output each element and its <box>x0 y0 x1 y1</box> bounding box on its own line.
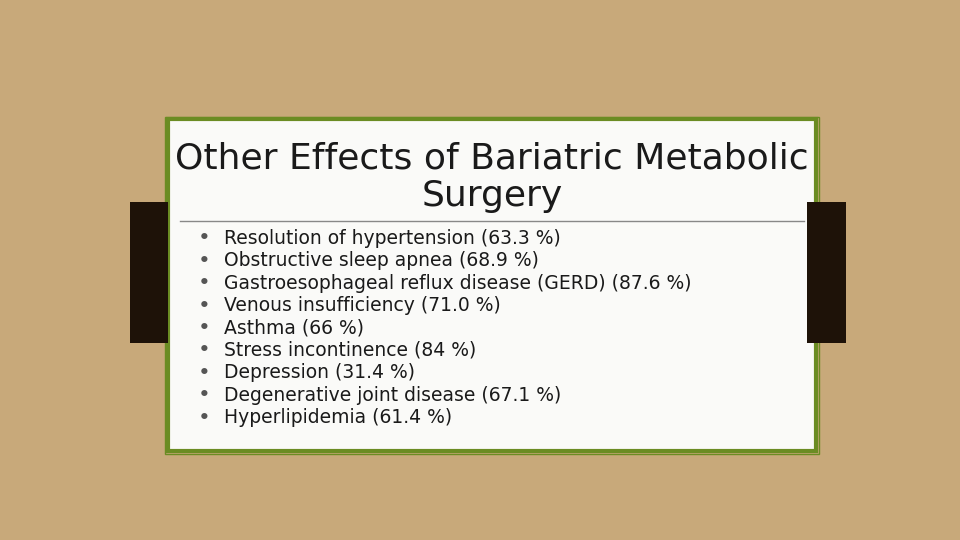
Text: •: • <box>198 363 210 383</box>
Bar <box>130 202 168 343</box>
Text: Resolution of hypertension (63.3 %): Resolution of hypertension (63.3 %) <box>225 228 561 248</box>
Text: Degenerative joint disease (67.1 %): Degenerative joint disease (67.1 %) <box>225 386 562 405</box>
Text: Obstructive sleep apnea (68.9 %): Obstructive sleep apnea (68.9 %) <box>225 251 539 270</box>
Text: Surgery: Surgery <box>421 179 563 213</box>
Text: Venous insufficiency (71.0 %): Venous insufficiency (71.0 %) <box>225 296 501 315</box>
Text: •: • <box>198 251 210 271</box>
Text: •: • <box>198 273 210 293</box>
Text: Stress incontinence (84 %): Stress incontinence (84 %) <box>225 341 476 360</box>
Text: •: • <box>198 408 210 428</box>
Text: •: • <box>198 228 210 248</box>
Text: Hyperlipidemia (61.4 %): Hyperlipidemia (61.4 %) <box>225 408 452 427</box>
Text: •: • <box>198 318 210 338</box>
Text: Asthma (66 %): Asthma (66 %) <box>225 319 364 338</box>
Text: •: • <box>198 386 210 406</box>
Bar <box>807 202 846 343</box>
Text: •: • <box>198 340 210 361</box>
Text: •: • <box>198 295 210 315</box>
Text: Depression (31.4 %): Depression (31.4 %) <box>225 363 415 382</box>
FancyBboxPatch shape <box>168 119 816 451</box>
Text: Gastroesophageal reflux disease (GERD) (87.6 %): Gastroesophageal reflux disease (GERD) (… <box>225 274 691 293</box>
Text: Other Effects of Bariatric Metabolic: Other Effects of Bariatric Metabolic <box>175 141 809 176</box>
